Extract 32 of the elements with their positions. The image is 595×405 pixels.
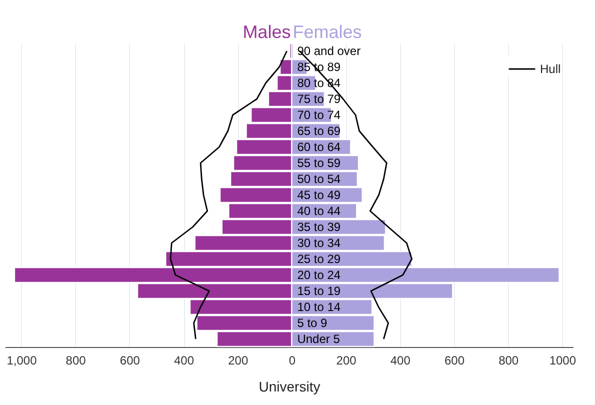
- y-tick-label: 75 to 79: [297, 92, 341, 106]
- y-tick-label: 60 to 64: [297, 140, 341, 154]
- x-tick-label: 800: [498, 354, 519, 368]
- x-tick-label: 400: [390, 354, 411, 368]
- y-tick-label: 10 to 14: [297, 300, 341, 314]
- y-tick-label: 45 to 49: [297, 188, 341, 202]
- y-tick-label: 90 and over: [297, 44, 361, 58]
- x-tick-label: 600: [120, 354, 140, 368]
- y-tick-label: 40 to 44: [297, 204, 341, 218]
- x-tick-label: 400: [174, 354, 194, 368]
- y-tick-label: 70 to 74: [297, 108, 341, 122]
- y-tick-label: 25 to 29: [297, 252, 341, 266]
- series-label: Females: [292, 22, 362, 42]
- y-tick-label: 65 to 69: [297, 124, 341, 138]
- x-tick-label: 0: [288, 354, 296, 368]
- x-axis-title: University: [258, 378, 320, 394]
- y-tick-label: Under 5: [297, 332, 340, 346]
- y-tick-label: 35 to 39: [297, 220, 341, 234]
- x-tick-label: 1,000: [6, 354, 38, 368]
- y-tick-label: 5 to 9: [297, 316, 328, 330]
- x-tick-label: 200: [336, 354, 357, 368]
- y-tick-label: 20 to 24: [297, 268, 341, 282]
- x-tick-label: 200: [228, 354, 248, 368]
- x-tick-label: 800: [66, 354, 86, 368]
- legend-label: Hull: [540, 62, 561, 76]
- series-label: Males: [242, 22, 291, 42]
- y-tick-label: 15 to 19: [297, 284, 341, 298]
- x-tick-label: 1000: [549, 354, 576, 368]
- x-tick-label: 600: [444, 354, 465, 368]
- y-tick-label: 30 to 34: [297, 236, 341, 250]
- y-tick-label: 50 to 54: [297, 172, 341, 186]
- y-tick-label: 55 to 59: [297, 156, 341, 170]
